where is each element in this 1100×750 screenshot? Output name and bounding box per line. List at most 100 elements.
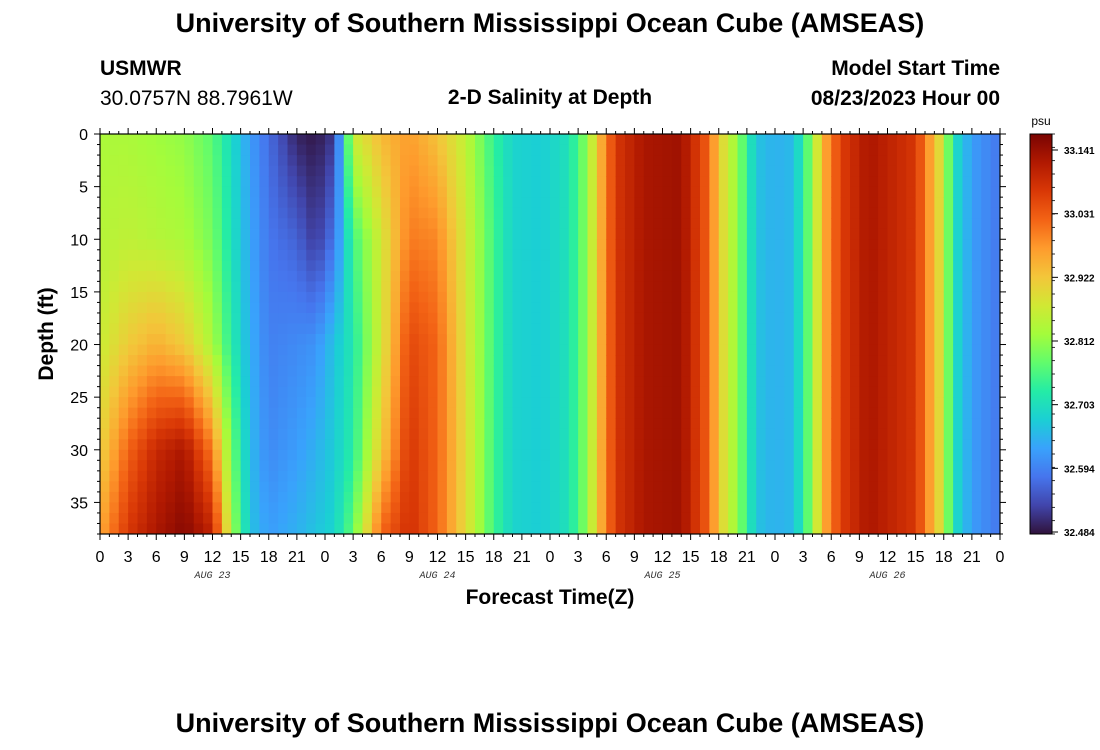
heatmap-cell bbox=[728, 376, 739, 388]
heatmap-cell bbox=[100, 491, 110, 504]
heatmap-cell bbox=[718, 439, 729, 451]
heatmap-cell bbox=[587, 397, 598, 409]
heatmap-cell bbox=[521, 312, 532, 325]
heatmap-cell bbox=[512, 418, 523, 430]
heatmap-cell bbox=[850, 270, 860, 282]
heatmap-cell bbox=[456, 439, 467, 451]
heatmap-cell bbox=[821, 312, 832, 325]
heatmap-cell bbox=[596, 449, 607, 461]
heatmap-cell bbox=[943, 249, 954, 261]
heatmap-cell bbox=[446, 460, 457, 472]
heatmap-cell bbox=[493, 207, 504, 219]
x-tick-label: 12 bbox=[654, 549, 672, 566]
heatmap-cell bbox=[353, 470, 364, 482]
heatmap-cell bbox=[709, 449, 720, 461]
heatmap-cell bbox=[418, 207, 429, 219]
heatmap-cell bbox=[465, 270, 476, 282]
heatmap-cell bbox=[278, 386, 289, 398]
heatmap-cell bbox=[531, 281, 542, 293]
heatmap-cell bbox=[118, 428, 129, 440]
heatmap-cell bbox=[118, 491, 129, 504]
heatmap-cell bbox=[868, 165, 879, 177]
heatmap-cell bbox=[371, 481, 382, 493]
heatmap-cell bbox=[831, 512, 842, 525]
x-tick-label: 12 bbox=[879, 549, 897, 566]
heatmap-cell bbox=[850, 323, 860, 335]
heatmap-cell bbox=[775, 260, 785, 272]
heatmap-cell bbox=[953, 512, 964, 525]
heatmap-cell bbox=[109, 334, 120, 346]
heatmap-cell bbox=[137, 512, 148, 525]
heatmap-cell bbox=[428, 428, 439, 440]
heatmap-cell bbox=[962, 186, 973, 198]
heatmap-cell bbox=[653, 512, 664, 525]
heatmap-cell bbox=[287, 397, 298, 409]
heatmap-cell bbox=[268, 291, 279, 304]
heatmap-cell bbox=[446, 449, 457, 461]
heatmap-cell bbox=[990, 439, 1000, 451]
heatmap-cell bbox=[512, 407, 523, 419]
heatmap-cell bbox=[821, 323, 832, 335]
heatmap-cell bbox=[746, 428, 757, 440]
heatmap-cell bbox=[334, 334, 345, 346]
heatmap-cell bbox=[812, 323, 823, 335]
heatmap-cell bbox=[221, 291, 232, 304]
heatmap-cell bbox=[718, 397, 729, 409]
heatmap-cell bbox=[268, 165, 279, 177]
heatmap-cell bbox=[531, 302, 542, 314]
heatmap-cell bbox=[981, 228, 992, 240]
heatmap-cell bbox=[915, 439, 926, 451]
heatmap-cell bbox=[315, 281, 326, 293]
heatmap-cell bbox=[878, 439, 889, 451]
heatmap-cell bbox=[493, 291, 504, 304]
heatmap-cell bbox=[325, 365, 335, 377]
heatmap-cell bbox=[803, 512, 814, 525]
heatmap-cell bbox=[343, 249, 354, 261]
heatmap-cell bbox=[812, 386, 823, 398]
heatmap-cell bbox=[156, 355, 167, 367]
heatmap-cell bbox=[728, 386, 739, 398]
heatmap-cell bbox=[812, 197, 823, 209]
heatmap-cell bbox=[634, 428, 645, 440]
heatmap-cell bbox=[446, 407, 457, 419]
heatmap-cell bbox=[606, 502, 617, 514]
heatmap-cell bbox=[784, 323, 795, 335]
heatmap-cell bbox=[681, 302, 692, 314]
heatmap-cell bbox=[821, 376, 832, 388]
heatmap-cell bbox=[784, 165, 795, 177]
heatmap-cell bbox=[428, 407, 439, 419]
heatmap-cell bbox=[662, 260, 673, 272]
heatmap-cell bbox=[971, 144, 982, 156]
heatmap-cell bbox=[756, 407, 767, 419]
heatmap-cell bbox=[859, 428, 870, 440]
heatmap-cell bbox=[765, 144, 776, 156]
heatmap-cell bbox=[803, 502, 814, 514]
heatmap-cell bbox=[409, 144, 420, 156]
heatmap-cell bbox=[756, 312, 767, 325]
heatmap-cell bbox=[296, 334, 307, 346]
heatmap-cell bbox=[859, 239, 870, 251]
x-tick-label: 12 bbox=[204, 549, 222, 566]
heatmap-cell bbox=[737, 502, 748, 514]
heatmap-cell bbox=[962, 281, 973, 293]
heatmap-cell bbox=[306, 460, 317, 472]
heatmap-cell bbox=[859, 249, 870, 261]
heatmap-cell bbox=[681, 470, 692, 482]
heatmap-cell bbox=[784, 376, 795, 388]
heatmap-cell bbox=[156, 312, 167, 325]
heatmap-cell bbox=[371, 460, 382, 472]
heatmap-cell bbox=[353, 502, 364, 514]
heatmap-cell bbox=[231, 439, 242, 451]
heatmap-cell bbox=[971, 355, 982, 367]
heatmap-cell bbox=[231, 449, 242, 461]
heatmap-cell bbox=[803, 270, 814, 282]
heatmap-cell bbox=[437, 439, 448, 451]
heatmap-cell bbox=[390, 418, 401, 430]
heatmap-cell bbox=[465, 449, 476, 461]
heatmap-cell bbox=[953, 344, 964, 356]
heatmap-cell bbox=[184, 207, 195, 219]
heatmap-cell bbox=[718, 186, 729, 198]
heatmap-cell bbox=[334, 428, 345, 440]
heatmap-cell bbox=[540, 344, 551, 356]
heatmap-cell bbox=[962, 523, 973, 534]
